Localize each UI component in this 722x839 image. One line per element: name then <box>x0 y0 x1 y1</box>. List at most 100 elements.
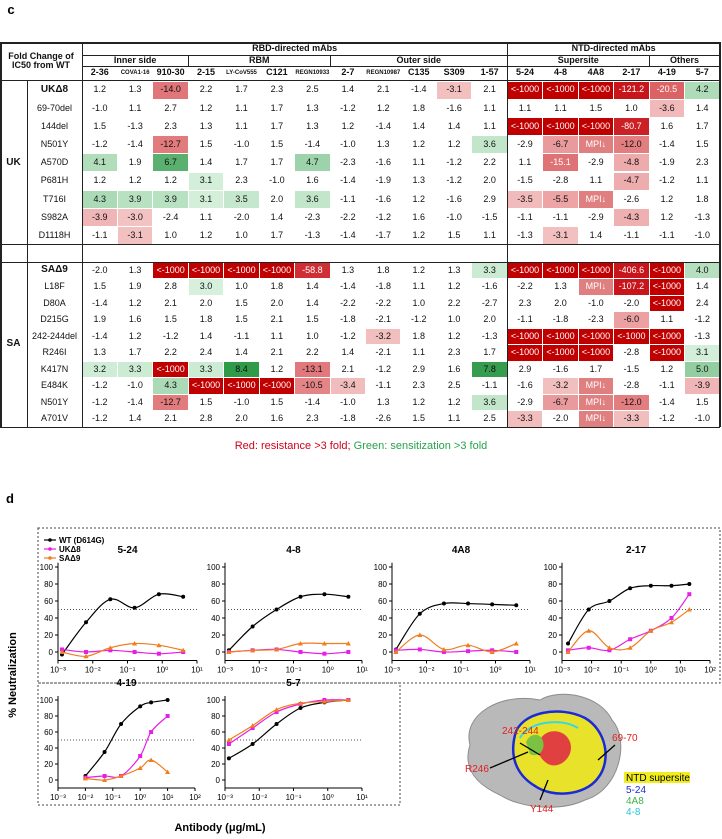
x-tick-label: 10² <box>189 793 201 802</box>
point <box>628 637 633 642</box>
table-cell: 1.4 <box>696 281 709 292</box>
table-cell: -2.2 <box>375 297 392 308</box>
x-tick-label: 10⁰ <box>489 666 501 675</box>
table-cell: 1.1 <box>660 314 674 325</box>
point <box>137 765 143 770</box>
table-cell: -2.0 <box>233 211 250 222</box>
x-tick-label: 10⁻² <box>251 666 267 675</box>
table-cell: -1.4 <box>375 120 392 131</box>
table-cell: -1.4 <box>91 330 108 341</box>
point <box>165 769 171 774</box>
table-cell: 2.2 <box>164 347 177 358</box>
table-cell: 1.6 <box>412 211 425 222</box>
y-tick-label: 100 <box>544 563 558 572</box>
table-cell: -58.8 <box>295 262 330 278</box>
table-cell: -2.9 <box>517 138 533 149</box>
table-cell: -4.8 <box>614 154 649 172</box>
note-red: Red: resistance >3 fold; <box>234 440 351 452</box>
table-cell: 1.5 <box>589 102 603 113</box>
structure-label: 69-70 <box>612 733 638 744</box>
table-cell: 1.3 <box>128 84 142 95</box>
rule <box>188 55 190 66</box>
point <box>102 750 107 754</box>
point <box>669 616 674 620</box>
table-cell: -12.7 <box>153 394 188 410</box>
x-tick-label: 10⁻² <box>419 666 435 675</box>
point <box>59 647 64 652</box>
point <box>250 742 255 746</box>
table-cell: -1.1 <box>481 380 498 391</box>
table-cell: 1.3 <box>554 281 567 292</box>
table-cell: 1.7 <box>270 157 284 168</box>
table-cell: 1.5 <box>93 120 106 131</box>
table-cell: -2.9 <box>588 211 604 222</box>
table-cell: 1.3 <box>377 138 390 149</box>
table-cell: 1.4 <box>199 157 213 168</box>
table-cell: -1.9 <box>375 175 392 186</box>
x-tick-label: 10⁰ <box>134 793 146 802</box>
table-cell: -1.2 <box>91 396 108 407</box>
table-cell: -2.9 <box>517 396 533 407</box>
table-cell: -10.5 <box>295 378 330 394</box>
x-tick-label: 10¹ <box>524 666 536 675</box>
table-cell: -3.9 <box>685 378 720 394</box>
point <box>274 646 280 652</box>
table-cell: 2.2 <box>199 84 213 95</box>
point <box>84 620 89 625</box>
point <box>687 582 692 586</box>
table-cell: 1.3 <box>93 347 106 358</box>
block-label: UK <box>6 156 21 168</box>
table-cell: 2.0 <box>270 193 284 204</box>
table-cell: <-1000 <box>543 262 578 278</box>
table-cell: -1.0 <box>694 229 711 240</box>
table-cell: -3.9 <box>82 208 117 227</box>
curve <box>228 699 349 741</box>
table-cell: 2.8 <box>164 281 177 292</box>
column-header: 1-57 <box>480 67 499 78</box>
point <box>118 773 124 778</box>
column-header: 2-7 <box>341 67 355 78</box>
table-cell: 1.2 <box>447 138 461 149</box>
table-cell: -2.0 <box>623 297 640 308</box>
table-cell: 1.7 <box>270 229 284 240</box>
table-cell: 1.3 <box>128 264 142 275</box>
column-header: COVA1-16 <box>120 69 150 76</box>
table-cell: 1.4 <box>306 281 319 292</box>
table-cell: -3.6 <box>649 99 685 117</box>
y-tick-label: 20 <box>378 631 387 640</box>
table-cell: 1.0 <box>447 314 461 325</box>
column-header: S309 <box>443 67 465 78</box>
table-cell: 1.1 <box>128 102 142 113</box>
table-cell: -2.4 <box>162 211 179 222</box>
table-cell: 1.1 <box>554 102 567 113</box>
table-cell: 2.1 <box>341 363 355 374</box>
table-cell: -2.6 <box>623 193 640 204</box>
table-cell: 1.3 <box>341 264 355 275</box>
column-header: 5-24 <box>516 67 535 78</box>
table-cell: -2.9 <box>588 157 604 168</box>
table-cell: 1.1 <box>518 157 532 168</box>
structure: 242-244 69-70 R246 Y144 NTD supersite 5-… <box>465 693 690 818</box>
table-cell: -1.0 <box>233 396 250 407</box>
table-cell: -1.6 <box>446 102 462 113</box>
legend-label: WT (D614G) <box>59 536 105 545</box>
curve <box>567 609 690 653</box>
table-cell: 1.4 <box>199 330 213 341</box>
table-note: Red: resistance >3 fold; Green: sensitiz… <box>0 440 722 456</box>
table-cell: 4.3 <box>153 378 188 394</box>
table-cell: 1.1 <box>270 330 284 341</box>
table-cell: 1.4 <box>412 120 425 131</box>
table-cell: 2.2 <box>483 157 496 168</box>
legend-label: SAΔ9 <box>59 554 81 563</box>
table-cell: -3.2 <box>366 328 401 344</box>
x-tick-label: 10⁻³ <box>554 666 570 675</box>
point <box>108 648 113 653</box>
table-cell: -2.8 <box>623 380 640 391</box>
table-cell: -2.2 <box>517 281 533 292</box>
x-tick-label: 10⁻² <box>251 793 267 802</box>
row-label: N501Y <box>40 138 69 149</box>
table-cell: 1.8 <box>412 102 425 113</box>
table-cell: 2.3 <box>518 297 532 308</box>
table-cell: 2.9 <box>412 363 425 374</box>
table-cell: 2.0 <box>199 297 213 308</box>
